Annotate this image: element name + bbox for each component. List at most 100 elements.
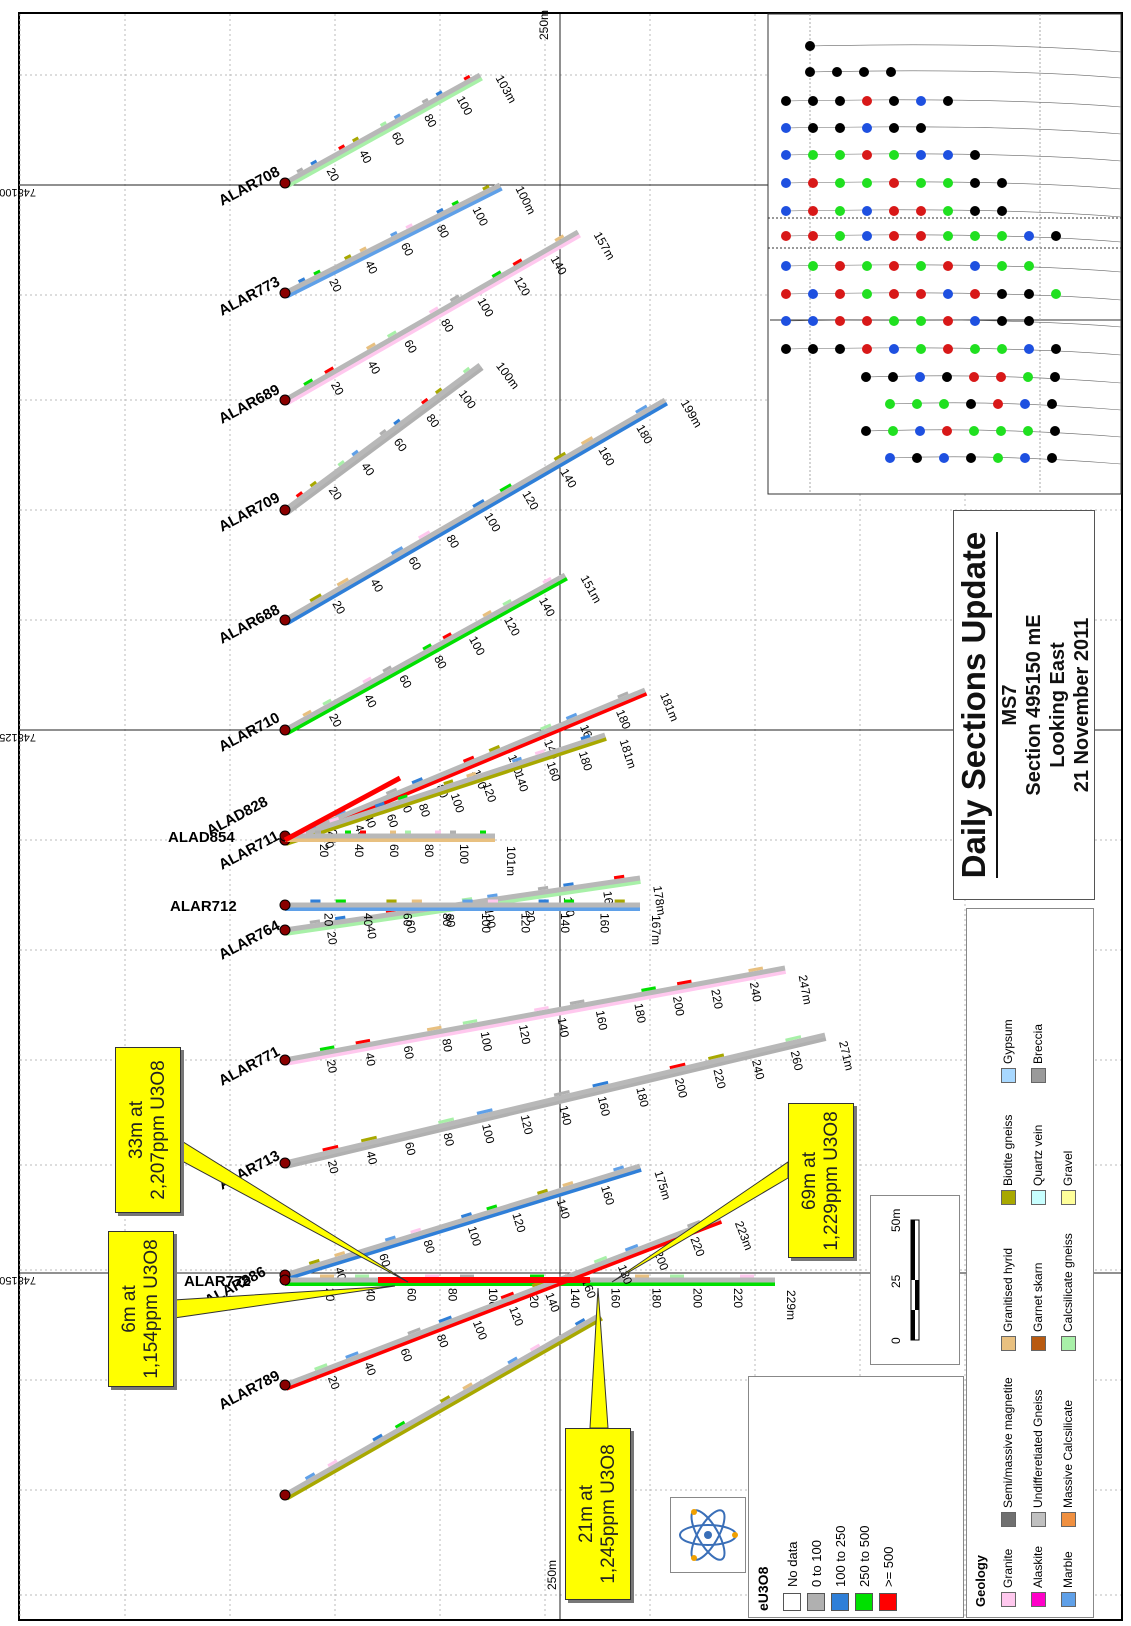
depth-tick: 140 xyxy=(536,595,558,620)
hole-end-depth: 247m xyxy=(796,974,815,1006)
geology-swatch xyxy=(1030,1512,1046,1527)
hole-label: ALAR764 xyxy=(216,917,283,964)
depth-tick: 140 xyxy=(555,1016,572,1039)
depth-tick: 140 xyxy=(512,770,532,794)
geology-legend-item: Biotite gneiss xyxy=(993,1115,1023,1205)
geology-swatch xyxy=(1060,1190,1076,1205)
depth-tick: 60 xyxy=(401,1045,417,1061)
depth-tick: 180 xyxy=(576,749,596,773)
inset-map xyxy=(767,13,1122,495)
eu3o8-swatch xyxy=(783,1593,801,1611)
drill-hole xyxy=(279,72,483,189)
depth-tick: 60 xyxy=(405,1288,419,1302)
depth-tick: 160 xyxy=(609,1288,623,1308)
geology-label: Biotite gneiss xyxy=(1001,1114,1015,1186)
depth-tick: 40 xyxy=(358,460,377,479)
geology-legend-item: Granite xyxy=(993,1546,1023,1607)
depth-tick: 260 xyxy=(788,1049,806,1072)
geology-swatch xyxy=(1030,1592,1046,1607)
elevation-label-bottom: 250m xyxy=(545,1560,559,1590)
eu3o8-legend-title: eU3O8 xyxy=(755,1566,771,1611)
eu3o8-swatch xyxy=(831,1593,849,1611)
depth-tick: 40 xyxy=(356,147,375,166)
drill-hole xyxy=(279,1032,827,1169)
geology-legend-item: Undifferetiated Gneiss xyxy=(1023,1377,1053,1527)
depth-tick: 20 xyxy=(328,379,347,398)
depth-tick: 160 xyxy=(593,1009,610,1032)
hole-end-depth: 178m xyxy=(650,885,668,917)
geology-label: Breccia xyxy=(1031,1023,1045,1064)
depth-tick: 120 xyxy=(480,781,500,805)
depth-tick: 140 xyxy=(568,1288,582,1308)
eu3o8-label: 0 to 100 xyxy=(808,1540,824,1587)
depth-tick: 40 xyxy=(365,358,384,377)
geology-legend-item: Calcsilicate gneiss xyxy=(1053,1233,1083,1351)
geology-label: Marble xyxy=(1061,1551,1075,1588)
intercept-alad828 xyxy=(283,775,402,843)
geology-label: Garnet skarn xyxy=(1031,1262,1045,1332)
depth-tick: 20 xyxy=(324,165,343,184)
eu3o8-legend-item: 250 to 500 xyxy=(853,1526,875,1611)
hole-end-depth: 175m xyxy=(652,1169,674,1202)
depth-tick: 120 xyxy=(519,913,533,933)
depth-tick: 160 xyxy=(595,1095,613,1118)
depth-tick: 140 xyxy=(556,1104,574,1127)
depth-tick: 60 xyxy=(389,129,408,148)
depth-tick: 140 xyxy=(548,253,570,278)
hole-end-depth: 271m xyxy=(836,1039,857,1071)
depth-tick: 120 xyxy=(518,1113,536,1136)
depth-tick: 100 xyxy=(456,387,479,412)
depth-tick: 80 xyxy=(416,802,434,819)
depth-tick: 160 xyxy=(544,760,564,784)
depth-tick: 220 xyxy=(687,1235,707,1259)
depth-tick: 140 xyxy=(542,1290,562,1314)
hole-label: ALAR709 xyxy=(216,489,283,535)
depth-tick: 120 xyxy=(516,1023,533,1046)
eu3o8-legend-item: No data xyxy=(781,1541,803,1611)
geology-label: Massive Calcsilicate xyxy=(1061,1399,1075,1508)
geology-swatch xyxy=(1000,1336,1016,1351)
depth-tick: 180 xyxy=(613,707,634,731)
depth-tick: 40 xyxy=(361,913,375,927)
depth-tick: 200 xyxy=(672,1077,690,1100)
depth-tick: 40 xyxy=(367,576,386,595)
depth-tick: 180 xyxy=(631,1002,648,1025)
eu3o8-legend-item: >= 500 xyxy=(877,1547,899,1611)
atom-logo-icon xyxy=(670,1497,746,1573)
geology-label: Gypsum xyxy=(1001,1019,1015,1064)
depth-tick: 100 xyxy=(448,791,468,815)
depth-tick: 240 xyxy=(749,1058,767,1081)
eu3o8-legend: eU3O8 No data 0 to 100 100 to 250 250 to 50… xyxy=(748,1376,964,1618)
callout-21m: 21m at 1,245ppm U3O8 xyxy=(565,1428,631,1600)
hole-end-depth: 100m xyxy=(513,184,539,217)
hole-label: ALAR688 xyxy=(216,601,283,647)
geology-swatch xyxy=(1030,1190,1046,1205)
depth-tick: 60 xyxy=(398,240,417,259)
depth-tick: 20 xyxy=(324,1059,340,1075)
hole-end-depth: 151m xyxy=(578,573,605,606)
title-main: Daily Sections Update xyxy=(954,531,998,879)
geology-legend-item: Garnet skarn xyxy=(1023,1233,1053,1351)
callout-6m: 6m at 1,154ppm U3O8 xyxy=(108,1231,174,1387)
drill-hole xyxy=(279,1163,642,1281)
depth-tick: 240 xyxy=(747,981,764,1004)
depth-tick: 180 xyxy=(650,1288,664,1308)
depth-tick: 220 xyxy=(708,988,725,1011)
depth-tick: 120 xyxy=(506,1304,526,1328)
depth-tick: 40 xyxy=(363,1150,380,1167)
geology-label: Granite xyxy=(1001,1548,1015,1588)
title-block: Daily Sections Update MS7 Section 495150… xyxy=(953,510,1095,900)
geology-swatch xyxy=(1060,1512,1076,1527)
elevation-label-top: 250m xyxy=(537,10,551,40)
depth-tick: 80 xyxy=(440,1131,457,1148)
depth-tick: 100 xyxy=(478,1030,495,1053)
depth-tick: 100 xyxy=(465,1224,484,1248)
eu3o8-legend-item: 100 to 250 xyxy=(829,1526,851,1611)
geology-swatch xyxy=(1060,1592,1076,1607)
depth-tick: 80 xyxy=(442,913,458,929)
drill-hole xyxy=(279,229,581,406)
hole-label: ALAR689 xyxy=(216,381,283,427)
depth-tick: 60 xyxy=(401,337,420,356)
depth-tick: 80 xyxy=(439,1037,455,1053)
